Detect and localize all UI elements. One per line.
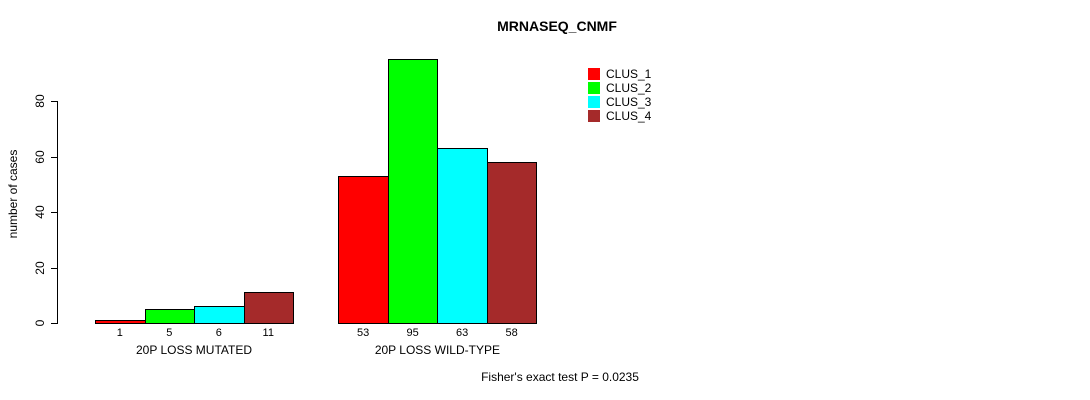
y-tick-mark bbox=[51, 212, 57, 213]
legend-row-clus_4: CLUS_4 bbox=[588, 109, 651, 123]
bar-clus_1-group1 bbox=[95, 320, 146, 324]
y-tick-mark bbox=[51, 268, 57, 269]
legend-row-clus_3: CLUS_3 bbox=[588, 95, 651, 109]
bar-value-label: 95 bbox=[406, 327, 419, 339]
legend-row-clus_2: CLUS_2 bbox=[588, 81, 651, 95]
legend-label: CLUS_1 bbox=[606, 67, 652, 81]
bar-value-label: 11 bbox=[262, 327, 274, 339]
bar-clus_4-group1 bbox=[244, 292, 294, 324]
y-tick-label: 40 bbox=[33, 205, 47, 219]
bar-clus_3-group2 bbox=[437, 148, 488, 324]
bar-clus_2-group1 bbox=[145, 309, 195, 324]
y-axis-line bbox=[57, 101, 58, 324]
y-tick-mark bbox=[51, 101, 57, 102]
group-label: 20P LOSS WILD-TYPE bbox=[374, 343, 500, 357]
legend-swatch-clus_1 bbox=[588, 68, 600, 80]
fisher-test-annotation: Fisher's exact test P = 0.0235 bbox=[481, 370, 639, 384]
bar-value-label: 5 bbox=[166, 327, 173, 339]
y-tick-label: 20 bbox=[33, 261, 47, 275]
y-tick-label: 60 bbox=[33, 150, 47, 164]
chart-title: MRNASEQ_CNMF bbox=[497, 18, 617, 34]
legend-label: CLUS_2 bbox=[606, 81, 652, 95]
y-tick-mark bbox=[51, 157, 57, 158]
bar-value-label: 53 bbox=[357, 327, 370, 339]
y-tick-label: 0 bbox=[33, 319, 47, 327]
legend-swatch-clus_2 bbox=[588, 82, 600, 94]
bar-clus_4-group2 bbox=[487, 162, 537, 324]
bar-value-label: 1 bbox=[116, 327, 123, 339]
y-tick-mark bbox=[51, 323, 57, 324]
bar-clus_3-group1 bbox=[194, 306, 245, 324]
y-axis-title: number of cases bbox=[6, 149, 20, 239]
legend-swatch-clus_3 bbox=[588, 96, 600, 108]
bar-value-label: 6 bbox=[215, 327, 222, 339]
legend-row-clus_1: CLUS_1 bbox=[588, 67, 651, 81]
group-label: 20P LOSS MUTATED bbox=[135, 343, 253, 357]
bar-clus_2-group2 bbox=[388, 59, 438, 324]
legend-swatch-clus_4 bbox=[588, 110, 600, 122]
legend-label: CLUS_3 bbox=[606, 95, 652, 109]
legend-label: CLUS_4 bbox=[606, 109, 652, 123]
bar-clus_1-group2 bbox=[338, 176, 389, 324]
legend: CLUS_1 CLUS_2 CLUS_3 CLUS_4 bbox=[588, 67, 651, 123]
bar-value-label: 63 bbox=[456, 327, 469, 339]
y-tick-label: 80 bbox=[33, 94, 47, 108]
bar-value-label: 58 bbox=[505, 327, 518, 339]
